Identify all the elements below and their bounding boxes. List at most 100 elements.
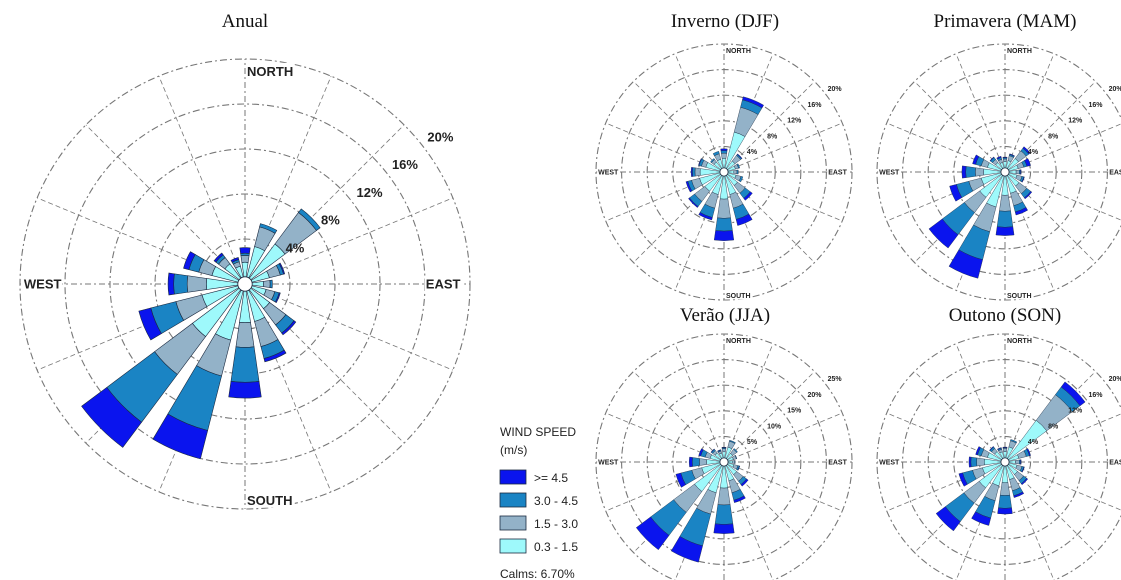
petal-sector-4-bin-1 xyxy=(732,460,735,464)
ring-label: 8% xyxy=(1048,133,1059,140)
petal-sector-10-bin-3 xyxy=(688,197,699,208)
petal-sector-12-bin-2 xyxy=(970,456,978,468)
petal-sector-3-bin-2 xyxy=(736,163,740,169)
spoke xyxy=(723,53,774,173)
ring-label: 4% xyxy=(1028,149,1039,156)
petal-sector-12-bin-2 xyxy=(173,273,189,295)
spoke xyxy=(1004,81,1096,173)
spoke xyxy=(1004,53,1055,173)
petal-sector-10-bin-3 xyxy=(81,386,143,448)
spoke xyxy=(723,81,815,173)
petal-sector-4-bin-3 xyxy=(1020,169,1022,175)
ring-20 xyxy=(876,333,1121,580)
petal-sector-0-bin-3 xyxy=(1002,156,1008,159)
spoke xyxy=(723,122,843,173)
petal-sector-4-bin-0 xyxy=(727,460,733,464)
spoke xyxy=(244,124,405,285)
petal-sector-10-bin-3 xyxy=(935,506,961,532)
petal-sector-9-bin-3 xyxy=(698,212,713,221)
petal-sector-8-bin-3 xyxy=(713,523,735,534)
ring-12 xyxy=(646,94,802,250)
spoke xyxy=(723,371,815,463)
petal-sector-14-bin-3 xyxy=(989,446,995,452)
direction-label-bg xyxy=(246,492,295,508)
calm-circle xyxy=(1000,167,1010,177)
petal-sector-12-bin-3 xyxy=(167,272,175,296)
petal-sector-9-bin-3 xyxy=(971,511,991,526)
spoke xyxy=(723,343,774,463)
calm-circle xyxy=(719,167,729,177)
petal-sector-6-bin-3 xyxy=(281,320,297,336)
spoke xyxy=(674,343,725,463)
ring-label: 25% xyxy=(828,376,843,383)
direction-label-west: WEST xyxy=(598,169,619,176)
direction-label-bg xyxy=(597,457,620,466)
spoke xyxy=(605,412,725,463)
ring-label: 16% xyxy=(392,157,418,172)
legend-label-1: 3.0 - 4.5 xyxy=(534,494,578,508)
petal-sector-0-bin-1 xyxy=(721,152,727,159)
spoke xyxy=(886,122,1006,173)
spoke xyxy=(723,171,774,291)
petal-sector-12-bin-3 xyxy=(961,165,967,179)
legend: WIND SPEED (m/s) >= 4.5 3.0 - 4.5 1.5 - 3.… xyxy=(499,425,578,580)
petal-sector-8-bin-2 xyxy=(714,504,734,525)
spoke xyxy=(1004,461,1121,511)
direction-label-east: EAST xyxy=(1109,459,1121,466)
direction-label-east: EAST xyxy=(1109,169,1121,176)
petal-sector-9-bin-3 xyxy=(152,413,209,460)
petal-sector-8-bin-3 xyxy=(713,230,735,241)
direction-label-north: NORTH xyxy=(726,338,751,345)
petal-sector-4-bin-1 xyxy=(262,280,271,288)
petal-sector-3-bin-3 xyxy=(278,262,286,275)
petal-sector-8-bin-3 xyxy=(997,507,1013,515)
spoke xyxy=(914,81,1006,173)
spoke xyxy=(1004,123,1121,173)
direction-label-north: NORTH xyxy=(726,48,751,55)
petal-sector-1-bin-3 xyxy=(742,96,764,109)
petal-sector-7-bin-3 xyxy=(735,213,753,226)
petal-sector-0-bin-0 xyxy=(1003,161,1007,169)
petal-sector-15-bin-3 xyxy=(996,156,1002,160)
petal-sector-13-bin-3 xyxy=(972,154,980,165)
petal-sector-7-bin-3 xyxy=(1014,207,1028,216)
direction-label-bg xyxy=(1006,46,1034,55)
ring-20 xyxy=(19,58,471,510)
ring-label: 20% xyxy=(828,86,843,93)
petal-sector-15-bin-3 xyxy=(997,447,1002,450)
ring-12 xyxy=(927,384,1083,540)
petal-sector-7-bin-3 xyxy=(1013,491,1025,498)
direction-label-bg xyxy=(424,275,465,292)
direction-label-east: EAST xyxy=(426,277,461,292)
spoke xyxy=(1004,171,1121,221)
petal-sector-4-bin-2 xyxy=(269,279,273,289)
spoke xyxy=(244,197,454,285)
petal-sector-0-bin-0 xyxy=(1003,451,1007,459)
petal-sector-11-bin-3 xyxy=(949,184,963,202)
spoke xyxy=(36,283,246,371)
petal-sector-0-bin-3 xyxy=(720,148,728,152)
spoke xyxy=(955,53,1006,173)
spoke xyxy=(1004,371,1096,463)
chart-title-primavera: Primavera (MAM) xyxy=(934,11,1077,32)
ring-label: 16% xyxy=(1088,102,1103,109)
petal-sector-13-bin-3 xyxy=(975,446,981,456)
direction-label-south: SOUTH xyxy=(726,293,751,300)
petal-sector-7-bin-3 xyxy=(733,495,746,503)
petal-sector-5-bin-3 xyxy=(1021,176,1025,183)
ring-16 xyxy=(902,359,1108,565)
petal-sector-9-bin-3 xyxy=(948,249,983,279)
direction-label-north: NORTH xyxy=(247,64,293,79)
petal-sector-4-bin-2 xyxy=(734,460,736,464)
petal-sector-1-bin-3 xyxy=(1009,153,1015,157)
spoke xyxy=(723,412,843,463)
petal-sector-6-bin-3 xyxy=(743,191,753,201)
direction-label-bg xyxy=(1006,290,1034,300)
petal-sector-11-bin-3 xyxy=(685,180,693,193)
spoke xyxy=(244,283,454,371)
petal-sector-5-bin-3 xyxy=(737,465,741,471)
petal-sector-3-bin-3 xyxy=(1024,158,1031,167)
petal-sector-14-bin-3 xyxy=(989,156,995,162)
petal-sector-8-bin-2 xyxy=(996,210,1014,228)
petal-sector-4-bin-1 xyxy=(1015,459,1020,465)
